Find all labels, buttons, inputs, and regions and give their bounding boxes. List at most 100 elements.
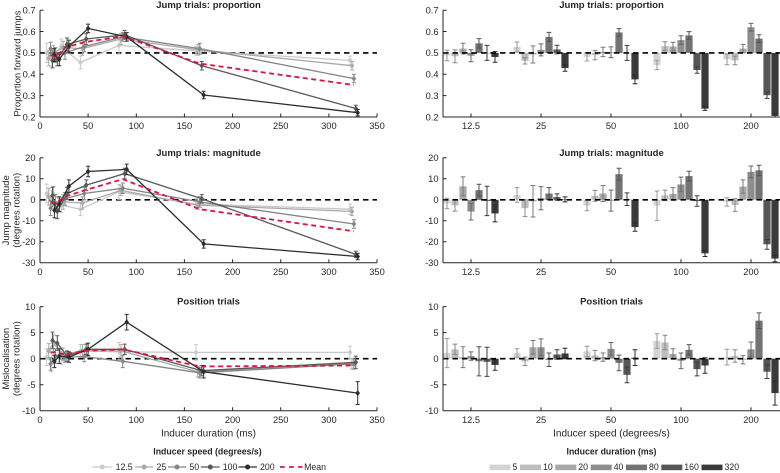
svg-text:20: 20 xyxy=(578,462,588,472)
svg-text:50: 50 xyxy=(189,462,199,472)
svg-text:200: 200 xyxy=(743,415,759,425)
svg-text:5: 5 xyxy=(513,462,518,472)
svg-text:0.4: 0.4 xyxy=(23,70,36,80)
svg-text:0.6: 0.6 xyxy=(23,27,36,37)
svg-text:200: 200 xyxy=(225,121,241,131)
svg-text:-20: -20 xyxy=(22,237,35,247)
svg-text:12.5: 12.5 xyxy=(116,462,133,472)
svg-text:50: 50 xyxy=(83,121,93,131)
svg-text:-10: -10 xyxy=(425,406,438,416)
svg-text:350: 350 xyxy=(369,267,385,277)
svg-text:200: 200 xyxy=(225,267,241,277)
svg-text:0.3: 0.3 xyxy=(23,91,36,101)
svg-text:0.6: 0.6 xyxy=(426,27,439,37)
svg-text:320: 320 xyxy=(725,462,740,472)
svg-text:40: 40 xyxy=(614,462,624,472)
svg-text:200: 200 xyxy=(225,415,241,425)
svg-text:150: 150 xyxy=(177,415,193,425)
svg-text:0.5: 0.5 xyxy=(426,48,439,58)
svg-text:0.4: 0.4 xyxy=(426,70,439,80)
svg-text:Jump trials: magnitude: Jump trials: magnitude xyxy=(559,148,664,159)
svg-text:250: 250 xyxy=(273,415,289,425)
svg-text:0.3: 0.3 xyxy=(426,91,439,101)
svg-text:0.2: 0.2 xyxy=(426,112,439,122)
svg-text:Inducer duration (ms): Inducer duration (ms) xyxy=(567,447,657,457)
svg-text:5: 5 xyxy=(30,328,35,338)
svg-text:50: 50 xyxy=(606,415,616,425)
svg-text:200: 200 xyxy=(743,267,759,277)
svg-text:80: 80 xyxy=(649,462,659,472)
svg-text:Mislocalisation: Mislocalisation xyxy=(1,328,12,390)
svg-text:300: 300 xyxy=(321,267,337,277)
svg-text:160: 160 xyxy=(684,462,699,472)
svg-text:-5: -5 xyxy=(430,380,438,390)
svg-text:150: 150 xyxy=(177,267,193,277)
svg-text:Inducer duration (ms): Inducer duration (ms) xyxy=(161,429,256,440)
svg-text:Jump trials: magnitude: Jump trials: magnitude xyxy=(156,148,261,159)
svg-text:50: 50 xyxy=(83,415,93,425)
svg-text:150: 150 xyxy=(177,121,193,131)
svg-text:-10: -10 xyxy=(22,406,35,416)
svg-text:Position trials: Position trials xyxy=(177,297,240,308)
svg-text:0: 0 xyxy=(30,195,35,205)
svg-text:(degrees rotation): (degrees rotation) xyxy=(12,173,23,248)
svg-text:25: 25 xyxy=(536,415,546,425)
svg-text:250: 250 xyxy=(273,267,289,277)
svg-text:300: 300 xyxy=(321,415,337,425)
svg-text:0: 0 xyxy=(37,267,42,277)
svg-text:Jump trials: proportion: Jump trials: proportion xyxy=(156,0,261,11)
svg-text:350: 350 xyxy=(369,415,385,425)
svg-text:200: 200 xyxy=(743,121,759,131)
svg-text:100: 100 xyxy=(673,121,689,131)
svg-text:-30: -30 xyxy=(425,258,438,268)
svg-text:50: 50 xyxy=(606,267,616,277)
svg-text:Jump magnitude: Jump magnitude xyxy=(1,175,12,245)
svg-text:12.5: 12.5 xyxy=(462,267,480,277)
svg-text:20: 20 xyxy=(25,153,35,163)
svg-text:0: 0 xyxy=(30,354,35,364)
svg-text:10: 10 xyxy=(543,462,553,472)
svg-text:-10: -10 xyxy=(425,216,438,226)
svg-text:100: 100 xyxy=(129,415,145,425)
svg-text:12.5: 12.5 xyxy=(462,415,480,425)
svg-text:200: 200 xyxy=(260,462,275,472)
svg-text:Jump trials: proportion: Jump trials: proportion xyxy=(559,0,664,11)
svg-text:0: 0 xyxy=(433,195,438,205)
svg-text:50: 50 xyxy=(83,267,93,277)
svg-text:-5: -5 xyxy=(27,380,35,390)
svg-text:0.7: 0.7 xyxy=(426,6,439,16)
svg-text:100: 100 xyxy=(129,267,145,277)
svg-text:100: 100 xyxy=(223,462,238,472)
svg-text:20: 20 xyxy=(428,153,438,163)
svg-text:Mean: Mean xyxy=(304,462,326,472)
svg-text:5: 5 xyxy=(433,328,438,338)
svg-text:-20: -20 xyxy=(425,237,438,247)
svg-text:25: 25 xyxy=(536,267,546,277)
svg-text:0: 0 xyxy=(37,121,42,131)
svg-text:12.5: 12.5 xyxy=(462,121,480,131)
svg-text:250: 250 xyxy=(273,121,289,131)
svg-text:0.7: 0.7 xyxy=(23,6,36,16)
svg-text:-30: -30 xyxy=(22,258,35,268)
svg-text:Position trials: Position trials xyxy=(580,297,643,308)
svg-text:300: 300 xyxy=(321,121,337,131)
svg-text:10: 10 xyxy=(428,302,438,312)
svg-text:10: 10 xyxy=(25,174,35,184)
svg-text:-10: -10 xyxy=(22,216,35,226)
svg-text:10: 10 xyxy=(25,302,35,312)
svg-text:0.5: 0.5 xyxy=(23,48,36,58)
svg-text:25: 25 xyxy=(536,121,546,131)
svg-text:(degrees rotation): (degrees rotation) xyxy=(12,321,23,396)
svg-text:350: 350 xyxy=(369,121,385,131)
svg-text:10: 10 xyxy=(428,174,438,184)
svg-text:0: 0 xyxy=(433,354,438,364)
svg-text:25: 25 xyxy=(157,462,167,472)
svg-text:Inducer speed (degrees/s): Inducer speed (degrees/s) xyxy=(553,429,670,440)
svg-text:100: 100 xyxy=(129,121,145,131)
svg-text:100: 100 xyxy=(673,415,689,425)
svg-text:Proportion forward jumps: Proportion forward jumps xyxy=(13,10,24,116)
svg-text:Inducer speed (degrees/s): Inducer speed (degrees/s) xyxy=(153,447,262,457)
svg-text:50: 50 xyxy=(606,121,616,131)
svg-text:0.2: 0.2 xyxy=(23,112,36,122)
svg-text:100: 100 xyxy=(673,267,689,277)
